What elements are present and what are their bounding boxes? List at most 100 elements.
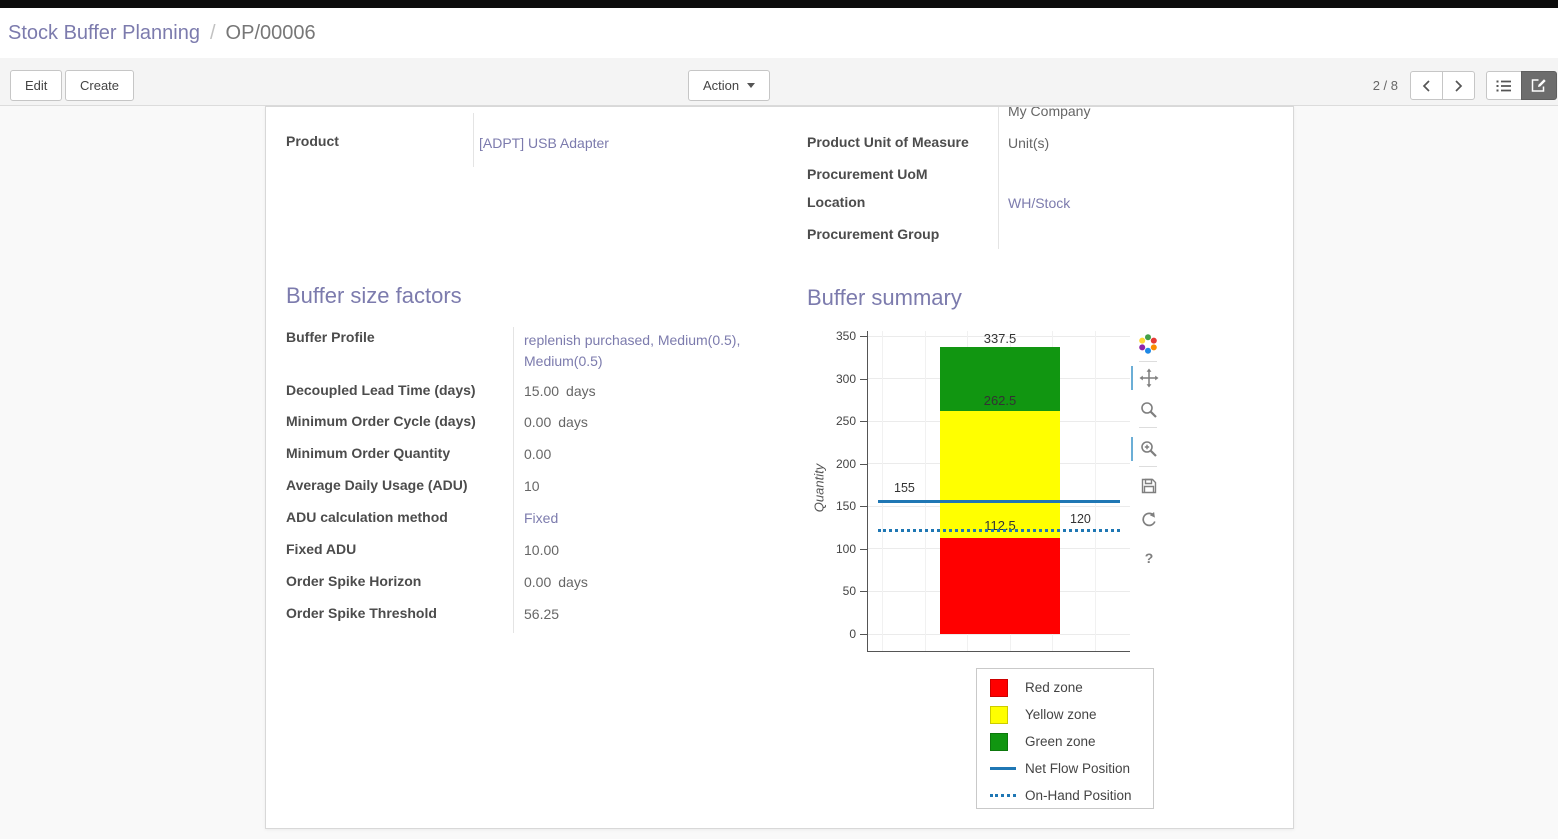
- legend-item: Yellow zone: [990, 701, 1153, 728]
- caret-down-icon: [747, 83, 756, 88]
- y-tick-mark: [860, 379, 867, 380]
- field-label-adu-method: ADU calculation method: [286, 509, 448, 525]
- help-tool-button[interactable]: ?: [1138, 547, 1160, 569]
- field-label-product: Product: [286, 133, 339, 149]
- save-tool-button[interactable]: [1138, 475, 1160, 497]
- active-tool-indicator: [1131, 366, 1133, 390]
- breadcrumb-parent-link[interactable]: Stock Buffer Planning: [8, 21, 200, 44]
- field-value-spike-horizon: 0.00 days: [524, 574, 588, 590]
- y-tick-mark: [860, 464, 867, 465]
- section-title-buffer-size-factors: Buffer size factors: [286, 283, 462, 308]
- field-value-buffer-profile[interactable]: replenish purchased, Medium(0.5), Medium…: [524, 332, 741, 369]
- legend-item: On-Hand Position: [990, 782, 1153, 809]
- action-button[interactable]: Action: [688, 70, 771, 101]
- field-value-dlt: 15.00 days: [524, 383, 596, 399]
- field-label-fixed-adu: Fixed ADU: [286, 541, 357, 557]
- grid-line: [1095, 331, 1096, 651]
- net-flow-line: [878, 500, 1120, 503]
- field-label-spike-horizon: Order Spike Horizon: [286, 573, 422, 589]
- field-value-product-uom: Unit(s): [1008, 135, 1050, 151]
- on-hand-label: 120: [1070, 512, 1091, 526]
- y-tick-label: 250: [835, 414, 856, 428]
- field-value-text: 0.00: [524, 446, 552, 462]
- field-value-product[interactable]: [ADPT] USB Adapter: [479, 135, 609, 151]
- pager-previous-button[interactable]: [1410, 71, 1443, 100]
- edit-button[interactable]: Edit: [10, 70, 63, 101]
- field-label-procurement-uom: Procurement UoM: [807, 166, 928, 182]
- box-zoom-tool-button[interactable]: [1138, 399, 1160, 421]
- field-value-adu-method[interactable]: Fixed: [524, 510, 559, 526]
- field-value-text: 0.00: [524, 414, 552, 430]
- column-separator: [513, 327, 514, 633]
- form-sheet: Product [ADPT] USB Adapter My Company Pr…: [265, 106, 1294, 829]
- wheel-zoom-tool-button[interactable]: [1138, 438, 1160, 460]
- field-value-location[interactable]: WH/Stock: [1008, 195, 1071, 211]
- field-label-adu: Average Daily Usage (ADU): [286, 477, 468, 493]
- bar-label-top-of-yellow: 262.5: [983, 393, 1017, 408]
- view-switcher: [1486, 71, 1557, 100]
- grid-line: [882, 331, 883, 651]
- grid-line: [868, 634, 1130, 635]
- y-tick-label: 150: [835, 499, 856, 513]
- breadcrumb: Stock Buffer Planning / OP/00006: [0, 8, 1558, 58]
- list-view-button[interactable]: [1486, 71, 1522, 100]
- field-value-adu: 10: [524, 478, 540, 494]
- field-suffix: days: [558, 574, 588, 590]
- chevron-right-icon: [1455, 79, 1463, 92]
- form-view-button[interactable]: [1521, 71, 1557, 100]
- y-tick-label: 100: [835, 542, 856, 556]
- field-suffix: days: [566, 383, 596, 399]
- pager-next-button[interactable]: [1442, 71, 1475, 100]
- y-tick-label: 200: [835, 457, 856, 471]
- plot-area[interactable]: 337.5 262.5 112.5 155 120: [867, 331, 1130, 652]
- y-tick-mark: [860, 336, 867, 337]
- legend-label: Yellow zone: [1025, 707, 1097, 722]
- field-value-spike-threshold: 56.25: [524, 606, 559, 622]
- field-value-text: 15.00: [524, 383, 560, 399]
- section-title-buffer-summary: Buffer summary: [807, 285, 962, 310]
- zone-red: [940, 538, 1060, 634]
- toolbar-separator: [1139, 466, 1157, 467]
- box-zoom-icon: [1141, 402, 1157, 418]
- legend-swatch-green: [990, 732, 1008, 751]
- field-label-buffer-profile: Buffer Profile: [286, 329, 375, 345]
- field-label-product-uom: Product Unit of Measure: [807, 134, 969, 150]
- field-value-text: 10: [524, 478, 540, 494]
- field-value-fixed-adu: 10.00: [524, 542, 559, 558]
- legend-swatch-red: [990, 678, 1008, 697]
- grid-line: [925, 331, 926, 651]
- y-tick-mark: [860, 421, 867, 422]
- wheel-zoom-icon: [1141, 441, 1157, 457]
- field-value-text: 56.25: [524, 606, 560, 622]
- breadcrumb-separator: /: [209, 21, 216, 44]
- pager-value[interactable]: 2 / 8: [1372, 78, 1398, 93]
- pan-icon: [1139, 368, 1159, 388]
- zone-yellow: [940, 411, 1060, 538]
- list-view-icon: [1496, 80, 1511, 91]
- action-button-label: Action: [703, 78, 740, 93]
- legend-label: Net Flow Position: [1025, 761, 1131, 776]
- field-suffix: days: [558, 414, 588, 430]
- column-separator: [998, 107, 999, 249]
- create-button[interactable]: Create: [65, 70, 135, 101]
- pan-tool-button[interactable]: [1138, 367, 1160, 389]
- bokeh-logo-icon[interactable]: [1137, 333, 1159, 355]
- field-value-text: 0.00: [524, 574, 552, 590]
- field-value-company: My Company: [1008, 106, 1091, 119]
- field-label-spike-threshold: Order Spike Threshold: [286, 605, 437, 621]
- y-tick-label: 350: [835, 329, 856, 343]
- help-icon: ?: [1145, 550, 1154, 566]
- on-hand-line: [878, 529, 1120, 532]
- field-label-dlt: Decoupled Lead Time (days): [286, 382, 476, 398]
- toolbar-separator: [1139, 427, 1157, 428]
- legend-label: Red zone: [1025, 680, 1083, 695]
- active-tool-indicator: [1131, 437, 1133, 461]
- field-label-min-order-qty: Minimum Order Quantity: [286, 445, 451, 461]
- reset-tool-button[interactable]: [1138, 509, 1160, 531]
- legend-swatch-solid-line: [990, 767, 1016, 770]
- top-menu-bar: [0, 0, 1558, 8]
- legend-swatch-dotted-line: [990, 794, 1016, 797]
- field-label-location: Location: [807, 194, 866, 210]
- save-icon: [1141, 478, 1157, 494]
